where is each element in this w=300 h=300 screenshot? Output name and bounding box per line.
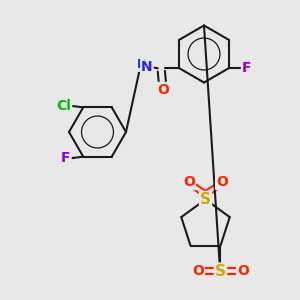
Text: F: F (242, 61, 251, 75)
Text: O: O (157, 83, 169, 97)
Text: O: O (192, 264, 204, 278)
Text: O: O (183, 175, 195, 189)
Text: S: S (215, 264, 226, 279)
Text: O: O (216, 175, 228, 189)
Text: N: N (141, 60, 153, 74)
Text: O: O (237, 264, 249, 278)
Text: H: H (137, 58, 148, 71)
Text: S: S (200, 192, 211, 207)
Text: F: F (61, 151, 70, 165)
Text: Cl: Cl (56, 99, 71, 113)
